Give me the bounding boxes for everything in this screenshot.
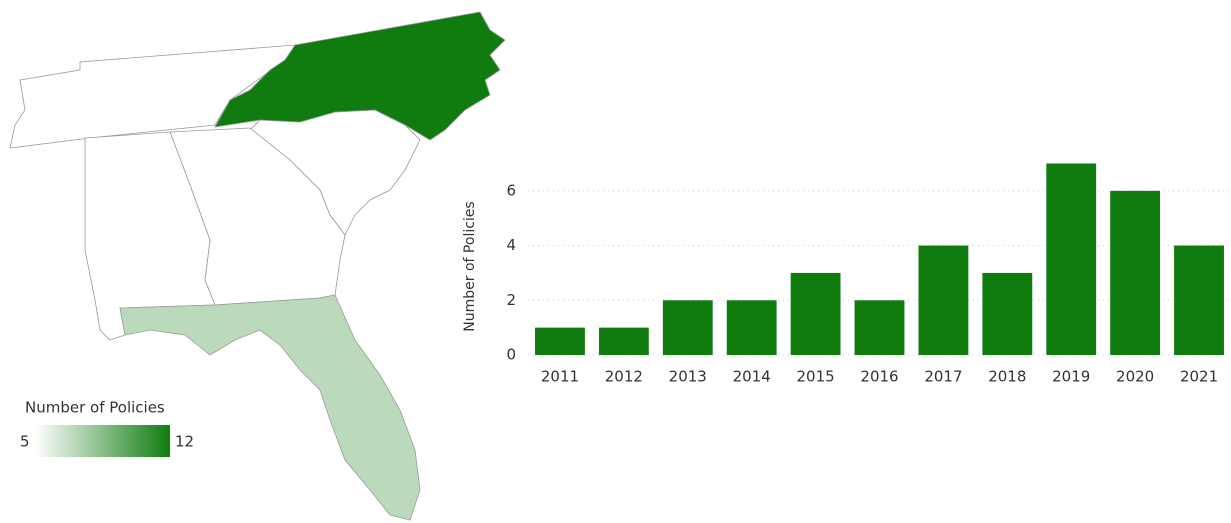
x-tick-label: 2016 — [860, 368, 898, 386]
region — [214, 11, 506, 141]
x-tick-label: 2021 — [1180, 368, 1218, 386]
x-tick-label: 2013 — [669, 368, 707, 386]
bar — [1174, 245, 1224, 355]
x-tick-label: 2014 — [733, 368, 771, 386]
bar — [726, 300, 777, 355]
bar — [1110, 190, 1161, 355]
x-tick-label: 2015 — [796, 368, 834, 386]
bar — [598, 327, 649, 355]
bar — [662, 300, 713, 355]
y-tick-label: 6 — [506, 181, 516, 199]
bar — [918, 245, 969, 355]
legend-gradient — [35, 425, 170, 457]
legend-min: 5 — [20, 433, 30, 451]
y-tick-label: 0 — [506, 346, 516, 364]
bar — [854, 300, 905, 355]
bar — [982, 272, 1033, 355]
bar — [790, 272, 841, 355]
x-tick-label: 2020 — [1116, 368, 1154, 386]
map — [9, 11, 506, 521]
bar — [535, 327, 585, 355]
legend-max: 12 — [175, 433, 194, 451]
y-tick-label: 2 — [506, 291, 516, 309]
x-tick-label: 2018 — [988, 368, 1026, 386]
y-tick-label: 4 — [506, 236, 516, 254]
y-axis-label: Number of Policies — [462, 201, 478, 331]
legend-title: Number of Policies — [25, 399, 165, 417]
region — [119, 294, 421, 521]
x-tick-label: 2011 — [541, 368, 579, 386]
bar — [1046, 163, 1097, 355]
x-tick-label: 2012 — [605, 368, 643, 386]
x-tick-label: 2019 — [1052, 368, 1090, 386]
x-tick-label: 2017 — [924, 368, 962, 386]
